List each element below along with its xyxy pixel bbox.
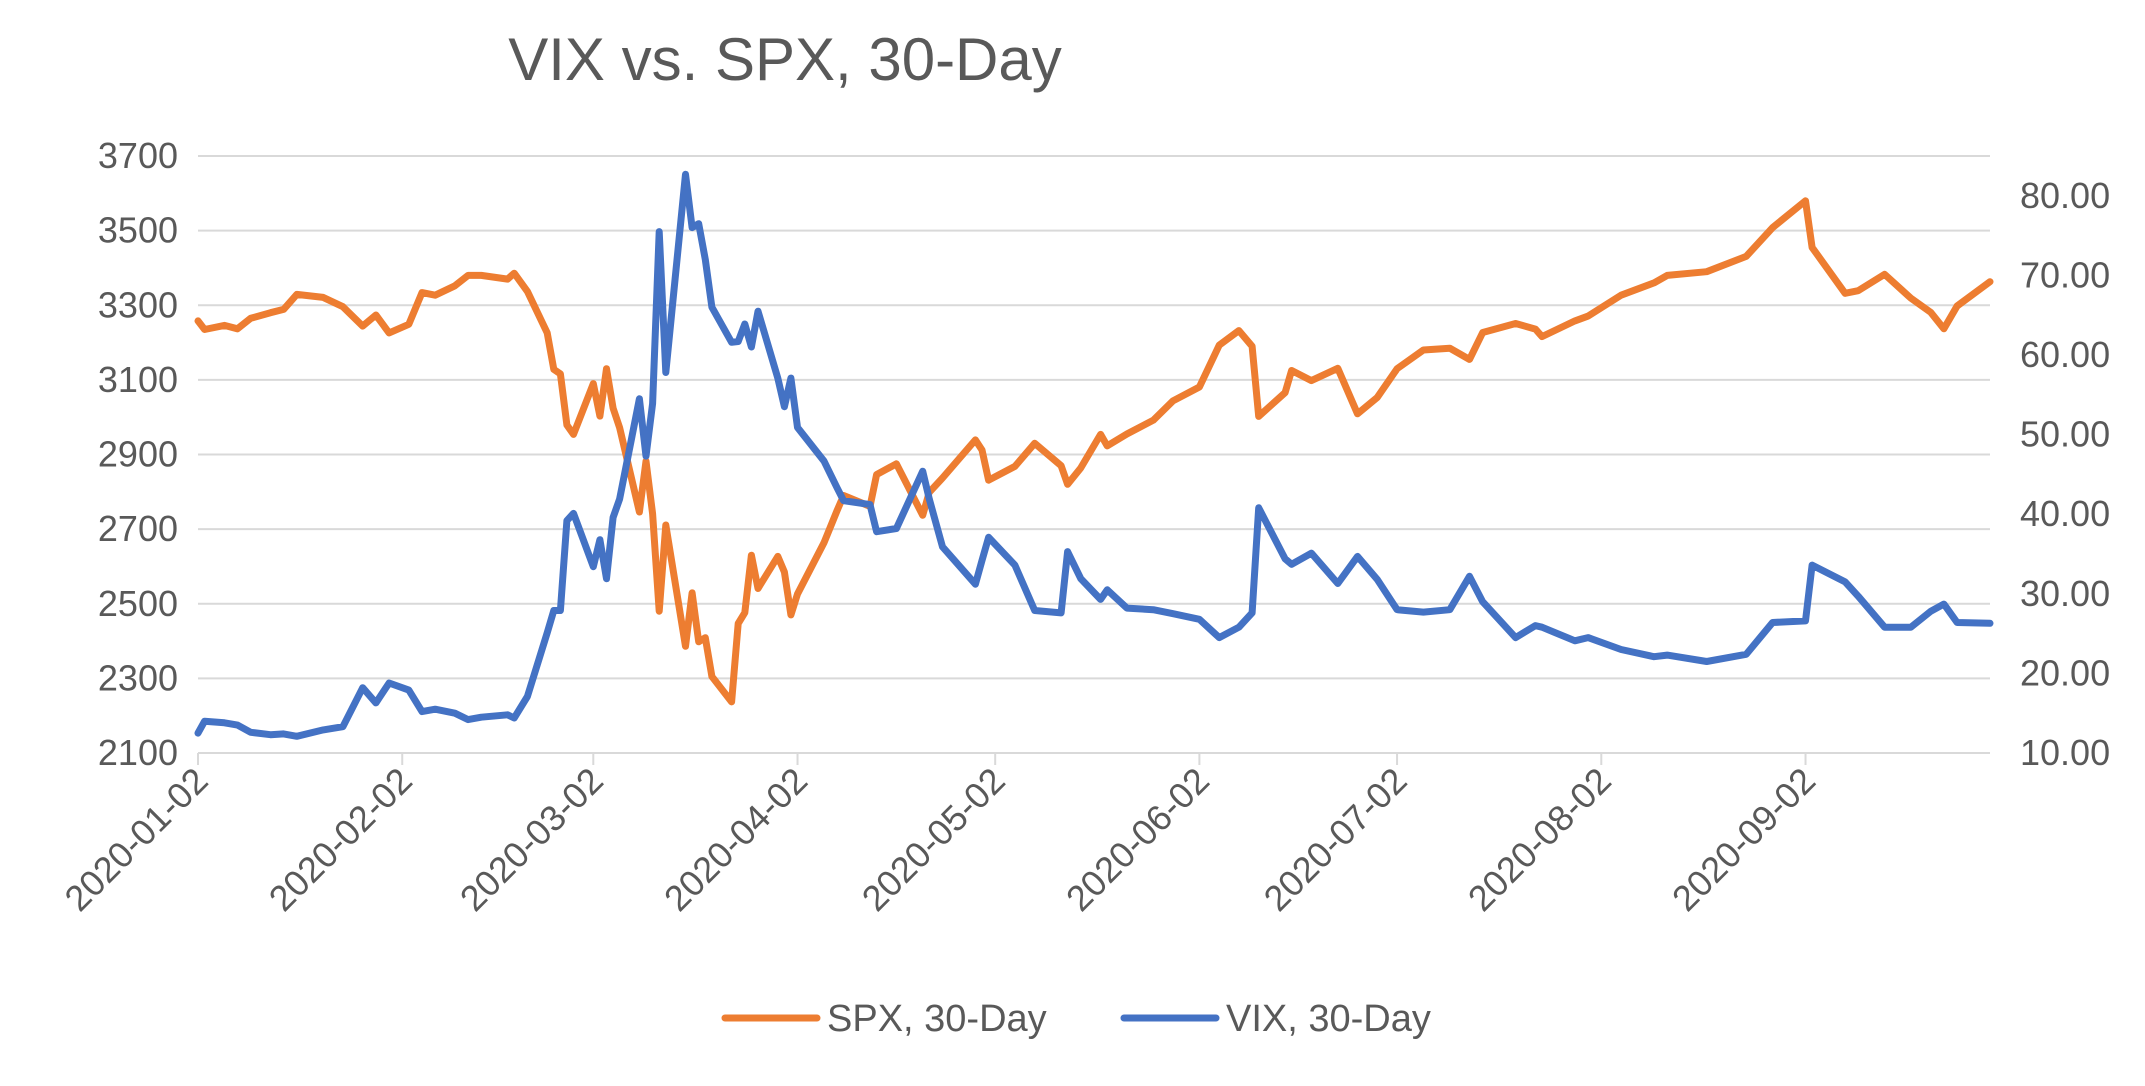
y-tick-label: 2900 bbox=[98, 434, 178, 475]
y-tick-label: 3700 bbox=[98, 135, 178, 176]
y2-tick-label: 10.00 bbox=[2020, 732, 2110, 773]
y2-tick-label: 80.00 bbox=[2020, 175, 2110, 216]
y2-tick-label: 70.00 bbox=[2020, 254, 2110, 295]
y2-tick-label: 60.00 bbox=[2020, 334, 2110, 375]
x-axis-ticks: 2020-01-02 2020-02-02 2020-03-02 2020-04-02… bbox=[56, 752, 1990, 919]
series-lines bbox=[194, 170, 1994, 740]
y2-tick-label: 30.00 bbox=[2020, 573, 2110, 614]
legend: SPX, 30-Day VIX, 30-Day bbox=[721, 998, 1431, 1040]
x-tick-label: 2020-04-02 bbox=[656, 760, 815, 919]
y-tick-label: 2500 bbox=[98, 583, 178, 624]
y-tick-label: 2300 bbox=[98, 657, 178, 698]
y2-tick-label: 50.00 bbox=[2020, 414, 2110, 455]
x-tick-label: 2020-07-02 bbox=[1256, 760, 1415, 919]
y2-tick-label: 40.00 bbox=[2020, 493, 2110, 534]
right-axis-ticks: 10.00 20.00 30.00 40.00 50.00 60.00 70.00 80.00 bbox=[2020, 175, 2110, 773]
chart-title: VIX vs. SPX, 30-Day bbox=[508, 26, 1062, 93]
x-tick-label: 2020-05-02 bbox=[854, 760, 1013, 919]
x-tick-label: 2020-06-02 bbox=[1058, 760, 1217, 919]
x-tick-label: 2020-01-02 bbox=[56, 760, 215, 919]
x-tick-label: 2020-08-02 bbox=[1460, 760, 1619, 919]
series-line-vix bbox=[194, 170, 1994, 740]
y-tick-label: 2100 bbox=[98, 732, 178, 773]
left-axis-ticks: 2100 2300 2500 2700 2900 3100 3300 3500 3700 bbox=[98, 135, 178, 773]
y-tick-label: 3500 bbox=[98, 210, 178, 251]
y-tick-label: 3100 bbox=[98, 359, 178, 400]
y-tick-label: 2700 bbox=[98, 508, 178, 549]
x-tick-label: 2020-03-02 bbox=[452, 760, 611, 919]
series-line-spx bbox=[194, 197, 1994, 706]
x-tick-label: 2020-09-02 bbox=[1664, 760, 1823, 919]
y-tick-label: 3300 bbox=[98, 284, 178, 325]
legend-label: SPX, 30-Day bbox=[827, 998, 1047, 1040]
legend-label: VIX, 30-Day bbox=[1226, 998, 1431, 1040]
x-tick-label: 2020-02-02 bbox=[261, 760, 420, 919]
y2-tick-label: 20.00 bbox=[2020, 652, 2110, 693]
gridlines bbox=[198, 155, 1990, 680]
